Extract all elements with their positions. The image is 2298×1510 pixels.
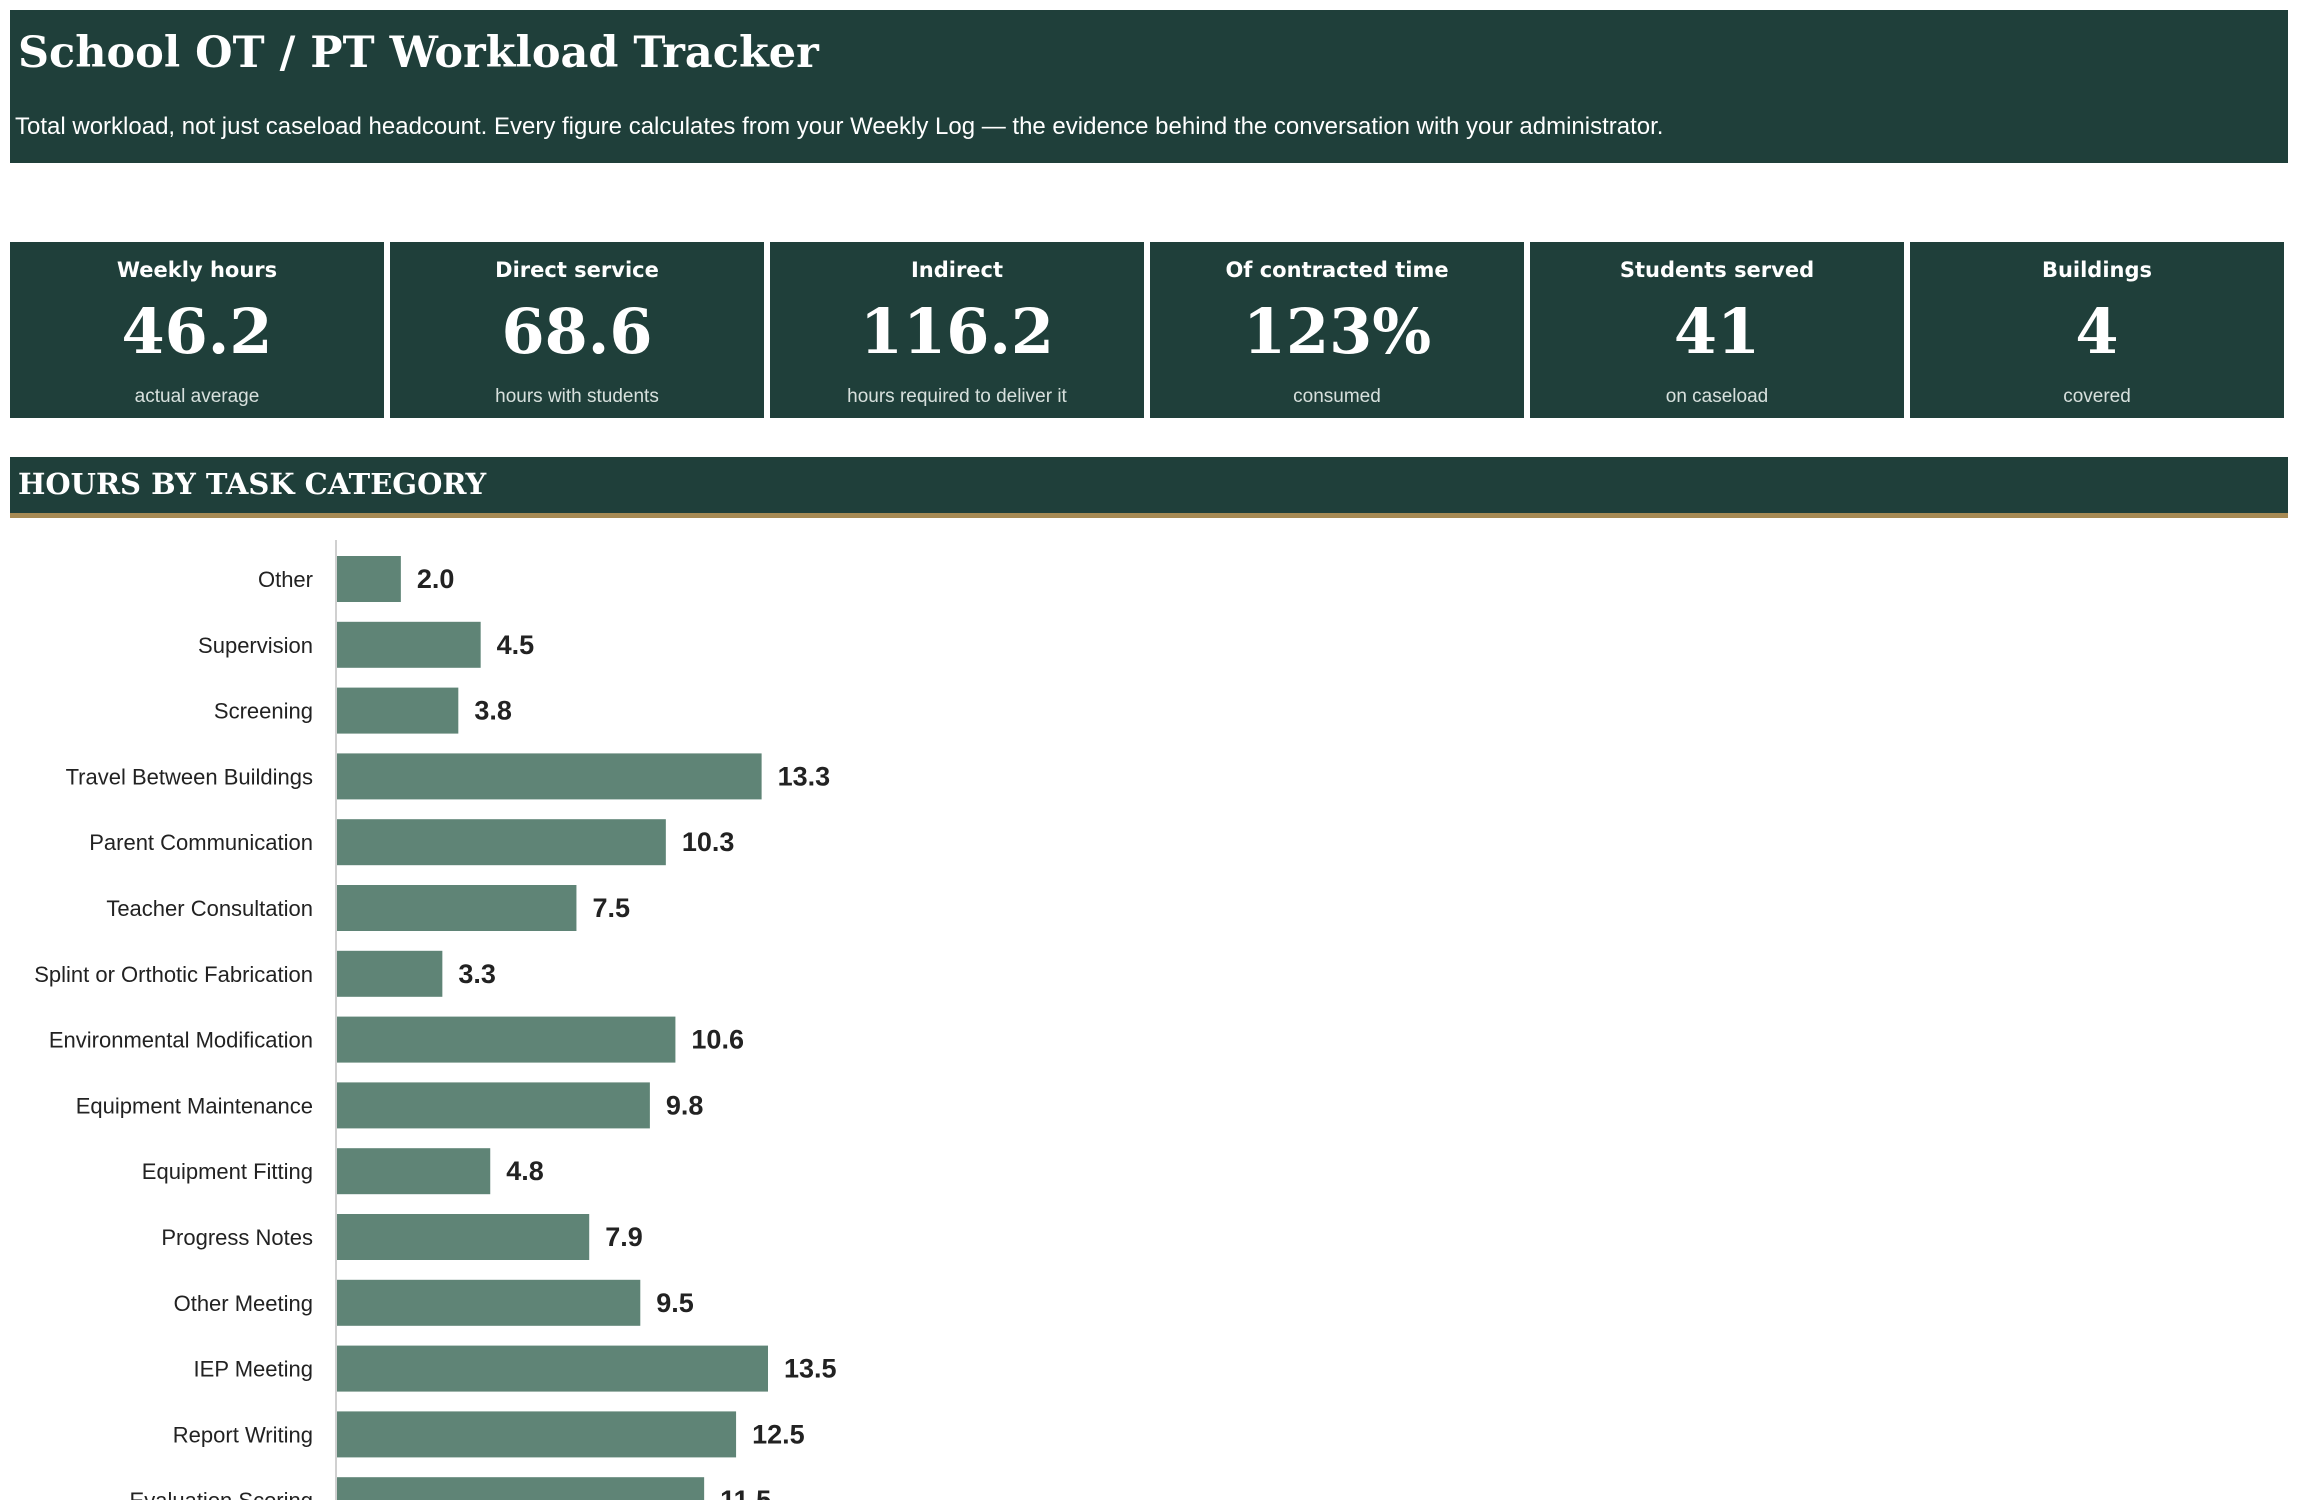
bar-value-label: 2.0 xyxy=(417,564,455,594)
bar-value-label: 12.5 xyxy=(752,1419,805,1449)
kpi-value: 46.2 xyxy=(121,295,273,368)
bar xyxy=(337,753,762,800)
kpi-caption: on caseload xyxy=(1665,386,1769,407)
kpi-value: 68.6 xyxy=(501,295,653,368)
category-label: Teacher Consultation xyxy=(106,896,313,921)
bar-value-label: 13.5 xyxy=(784,1354,837,1384)
kpi-label: Direct service xyxy=(495,258,659,282)
kpi-students-served: Students served 41 on caseload xyxy=(1530,242,1904,418)
category-label: Environmental Modification xyxy=(49,1028,313,1053)
bar-value-label: 7.5 xyxy=(592,893,630,923)
category-label: Other Meeting xyxy=(174,1291,313,1316)
kpi-caption: hours required to deliver it xyxy=(847,386,1067,407)
bar xyxy=(337,1148,491,1195)
bar xyxy=(337,1082,650,1129)
kpi-value: 123% xyxy=(1242,295,1432,368)
bar xyxy=(337,621,481,668)
bar xyxy=(337,1411,737,1458)
bar xyxy=(337,556,401,602)
bar-value-label: 7.9 xyxy=(605,1222,643,1252)
bar-value-label: 13.3 xyxy=(778,761,831,791)
kpi-label: Of contracted time xyxy=(1225,258,1449,282)
kpi-caption: actual average xyxy=(134,386,260,407)
header-banner: School OT / PT Workload Tracker Total wo… xyxy=(10,10,2288,163)
category-label: Equipment Maintenance xyxy=(76,1093,313,1118)
bar-value-label: 11.5 xyxy=(720,1485,771,1500)
task-category-chart: Other 2.0 Supervision 4.5 Screening 3.8 Travel… xyxy=(0,540,2298,1500)
bar xyxy=(337,1477,705,1500)
kpi-label: Buildings xyxy=(2041,258,2153,282)
bar-chart: Other 2.0 Supervision 4.5 Screening 3.8 Travel… xyxy=(34,540,837,1500)
category-label: Screening xyxy=(214,699,313,724)
category-label: IEP Meeting xyxy=(194,1357,313,1382)
bar xyxy=(337,1016,676,1063)
category-label: Other xyxy=(258,567,313,592)
kpi-value: 116.2 xyxy=(859,295,1055,368)
bar xyxy=(337,1345,768,1392)
bar-value-label: 3.8 xyxy=(474,696,512,726)
kpi-label: Indirect xyxy=(910,258,1004,282)
kpi-weekly-hours: Weekly hours 46.2 actual average xyxy=(10,242,384,418)
kpi-contracted-time: Of contracted time 123% consumed xyxy=(1150,242,1524,418)
bar-value-label: 9.5 xyxy=(656,1288,694,1318)
category-label: Travel Between Buildings xyxy=(66,764,313,789)
kpi-indirect: Indirect 116.2 hours required to deliver… xyxy=(770,242,1144,418)
kpi-label: Students served xyxy=(1619,258,1815,282)
bar xyxy=(337,950,443,997)
category-label: Splint or Orthotic Fabrication xyxy=(34,962,313,987)
kpi-value: 4 xyxy=(2075,295,2119,368)
kpi-buildings: Buildings 4 covered xyxy=(1910,242,2284,418)
category-label: Supervision xyxy=(198,633,313,658)
page-title: School OT / PT Workload Tracker xyxy=(18,28,819,78)
bar xyxy=(337,687,459,734)
category-label: Evaluation Scoring xyxy=(130,1488,313,1500)
bar-value-label: 4.8 xyxy=(506,1156,544,1186)
bar-value-label: 10.3 xyxy=(682,827,735,857)
kpi-caption: covered xyxy=(2063,386,2131,407)
bar-value-label: 10.6 xyxy=(691,1025,744,1055)
bar-value-label: 9.8 xyxy=(666,1090,704,1120)
kpi-value: 41 xyxy=(1673,295,1761,368)
category-label: Progress Notes xyxy=(161,1225,313,1250)
bar xyxy=(337,1279,641,1326)
bar-value-label: 4.5 xyxy=(497,630,535,660)
bar-value-label: 3.3 xyxy=(458,959,496,989)
page-subtitle: Total workload, not just caseload headco… xyxy=(15,113,1664,140)
category-label: Equipment Fitting xyxy=(142,1159,313,1184)
section-title: HOURS BY TASK CATEGORY xyxy=(18,467,487,501)
category-label: Report Writing xyxy=(173,1422,313,1447)
bar xyxy=(337,885,577,931)
bar xyxy=(337,1214,590,1260)
kpi-label: Weekly hours xyxy=(116,258,278,282)
kpi-caption: consumed xyxy=(1293,386,1381,407)
kpi-direct-service: Direct service 68.6 hours with students xyxy=(390,242,764,418)
kpi-caption: hours with students xyxy=(495,386,659,407)
bar xyxy=(337,819,666,866)
category-label: Parent Communication xyxy=(89,830,313,855)
section-header: HOURS BY TASK CATEGORY xyxy=(10,457,2288,518)
